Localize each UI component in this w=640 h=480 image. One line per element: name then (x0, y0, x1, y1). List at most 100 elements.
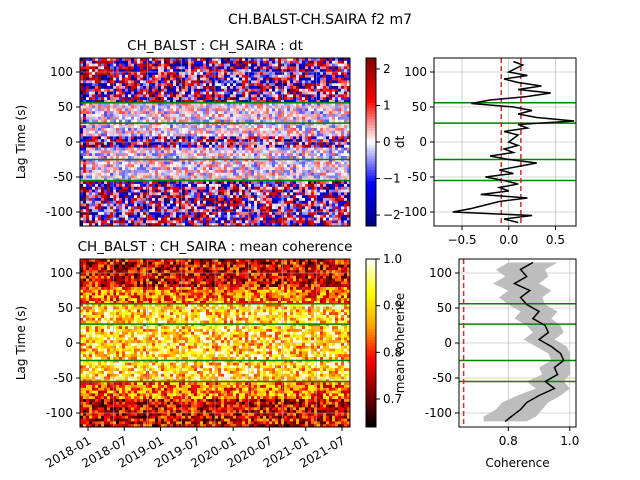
dt-heatmap-cell (284, 97, 288, 101)
dt-heatmap-cell (230, 122, 234, 126)
dt-heatmap-cell (206, 209, 210, 213)
dt-heatmap-cell (161, 111, 165, 115)
dt-heatmap-cell (341, 122, 345, 126)
dt-heatmap-cell (158, 198, 162, 202)
dt-heatmap-cell (101, 153, 105, 157)
dt-heatmap-cell (311, 100, 315, 104)
dt-heatmap-cell (149, 83, 153, 87)
dt-heatmap-cell (152, 58, 156, 62)
dt-heatmap-cell (98, 189, 102, 193)
dt-heatmap-cell (179, 172, 183, 176)
dt-heatmap-cell (149, 91, 153, 95)
dt-heatmap-cell (242, 108, 246, 112)
dt-heatmap-cell (269, 100, 273, 104)
dt-heatmap-cell (287, 139, 291, 143)
dt-heatmap-cell (215, 186, 219, 190)
dt-heatmap-cell (296, 142, 300, 146)
dt-heatmap-cell (158, 94, 162, 98)
dt-heatmap-cell (92, 172, 96, 176)
dt-heatmap-cell (338, 167, 342, 171)
dt-heatmap-cell (326, 83, 330, 87)
dt-heatmap-cell (116, 172, 120, 176)
dt-heatmap-cell (323, 186, 327, 190)
dt-heatmap-cell (218, 167, 222, 171)
dt-heatmap-cell (305, 80, 309, 84)
dt-heatmap-cell (206, 63, 210, 67)
dt-heatmap-cell (149, 161, 153, 165)
dt-heatmap-cell (299, 88, 303, 92)
dt-heatmap-cell (107, 161, 111, 165)
dt-heatmap-cell (299, 156, 303, 160)
dt-heatmap-cell (266, 130, 270, 134)
dt-heatmap-cell (239, 80, 243, 84)
dt-heatmap-cell (239, 114, 243, 118)
dt-heatmap-cell (152, 156, 156, 160)
dt-heatmap-cell (227, 136, 231, 140)
dt-heatmap-cell (326, 63, 330, 67)
dt-heatmap-cell (134, 72, 138, 76)
dt-heatmap-cell (329, 150, 333, 154)
dt-heatmap-cell (317, 164, 321, 168)
dt-heatmap-cell (152, 77, 156, 81)
dt-heatmap-cell (131, 91, 135, 95)
dt-heatmap-cell (308, 170, 312, 174)
dt-heatmap-cell (224, 88, 228, 92)
dt-heatmap-cell (329, 139, 333, 143)
dt-heatmap-cell (275, 147, 279, 151)
dt-heatmap-cell (311, 66, 315, 70)
dt-heatmap-cell (83, 158, 87, 162)
dt-heatmap-cell (254, 164, 258, 168)
dt-heatmap-cell (140, 60, 144, 64)
dt-heatmap-cell (143, 108, 147, 112)
dt-heatmap-cell (236, 102, 240, 106)
dt-heatmap-cell (254, 184, 258, 188)
dt-heatmap-cell (164, 114, 168, 118)
dt-heatmap-cell (188, 181, 192, 185)
dt-heatmap-cell (314, 102, 318, 106)
dt-heatmap-cell (272, 69, 276, 73)
dt-heatmap-cell (227, 122, 231, 126)
dt-heatmap-cell (239, 63, 243, 67)
dt-heatmap-cell (236, 153, 240, 157)
dt-heatmap-cell (326, 69, 330, 73)
dt-heatmap-cell (230, 80, 234, 84)
dt-heatmap-cell (221, 142, 225, 146)
dt-heatmap-cell (107, 133, 111, 137)
dt-heatmap-cell (320, 72, 324, 76)
dt-heatmap-cell (275, 181, 279, 185)
dt-heatmap-cell (329, 198, 333, 202)
dt-heatmap-cell (194, 60, 198, 64)
dt-heatmap-cell (293, 66, 297, 70)
dt-heatmap-cell (338, 170, 342, 174)
dt-heatmap-cell (203, 133, 207, 137)
dt-heatmap-cell (278, 119, 282, 123)
dt-heatmap-cell (224, 130, 228, 134)
dt-heatmap-cell (329, 72, 333, 76)
dt-heatmap-cell (332, 122, 336, 126)
dt-heatmap-cell (308, 125, 312, 129)
dt-heatmap-cell (176, 167, 180, 171)
dt-heatmap-cell (149, 172, 153, 176)
dt-heatmap-cell (119, 128, 123, 132)
dt-heatmap-cell (200, 156, 204, 160)
dt-heatmap-cell (263, 63, 267, 67)
dt-heatmap-cell (152, 184, 156, 188)
dt-heatmap-cell (197, 200, 201, 204)
dt-heatmap-cell (107, 69, 111, 73)
dt-heatmap-cell (98, 111, 102, 115)
dt-heatmap-cell (203, 167, 207, 171)
dt-heatmap-cell (326, 184, 330, 188)
dt-heatmap-cell (242, 198, 246, 202)
dt-heatmap-cell (269, 167, 273, 171)
dt-heatmap-cell (164, 111, 168, 115)
dt-heatmap-cell (254, 189, 258, 193)
dt-heatmap-cell (272, 153, 276, 157)
dt-heatmap-cell (320, 130, 324, 134)
dt-heatmap-cell (86, 170, 90, 174)
dt-heatmap-cell (80, 133, 84, 137)
dt-heatmap-cell (341, 86, 345, 90)
dt-heatmap-cell (302, 100, 306, 104)
dt-heatmap-cell (290, 66, 294, 70)
dt-heatmap-cell (113, 200, 117, 204)
dt-heatmap-cell (329, 161, 333, 165)
